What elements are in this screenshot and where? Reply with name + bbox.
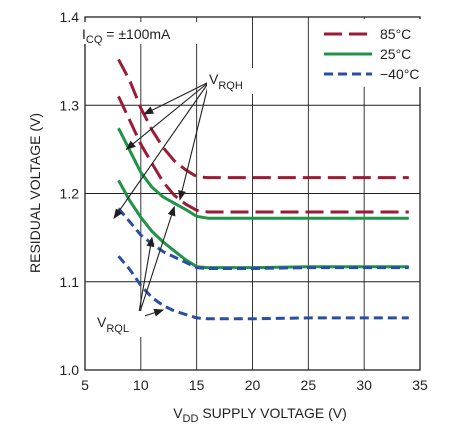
- vrql-arrow: [137, 205, 176, 319]
- x-tick-label: 20: [245, 377, 261, 393]
- annotation-arrows: [113, 81, 210, 319]
- y-axis-title: RESIDUAL VOLTAGE (V): [27, 113, 43, 273]
- series-line-85C-vrqh: [117, 58, 409, 180]
- x-axis-title: VDD SUPPLY VOLTAGE (V): [173, 405, 347, 425]
- series-line-40C-vrql: [117, 255, 409, 321]
- condition-label-bg: [78, 22, 202, 44]
- y-tick-label: 1.0: [60, 362, 80, 378]
- y-tick-label: 1.2: [60, 186, 80, 202]
- vrqh-arrow: [143, 81, 210, 115]
- vrqh-arrow: [178, 81, 210, 201]
- x-tick-label: 35: [412, 377, 428, 393]
- x-tick-label: 5: [81, 377, 89, 393]
- legend-label: −40°C: [380, 66, 419, 82]
- series-line-85C-vrql: [117, 95, 409, 214]
- vrqh-label-bg: [207, 68, 257, 94]
- plot-frame: [84, 16, 421, 371]
- series-lines: [117, 58, 409, 321]
- vrql-label: VRQL: [97, 314, 129, 335]
- tick-labels: 5 10 15 20 25 30 35 1.0 1.1 1.2 1.3 1.4: [60, 9, 428, 393]
- vrql-arrow: [137, 236, 155, 319]
- series-line-40C-vrqh: [117, 207, 409, 270]
- x-tick-label: 15: [189, 377, 205, 393]
- vrqh-arrow: [125, 81, 210, 151]
- y-tick-label: 1.3: [60, 97, 80, 113]
- y-tick-label: 1.1: [60, 274, 80, 290]
- x-tick-label: 25: [301, 377, 317, 393]
- x-tick-label: 30: [356, 377, 372, 393]
- condition-label: ICQ = ±100mA: [82, 26, 171, 46]
- vrqh-label: VRQH: [209, 71, 243, 92]
- series-line-25C-vrqh: [117, 127, 409, 220]
- y-tick-label: 1.4: [60, 9, 80, 25]
- legend: 85°C 25°C −40°C: [318, 19, 422, 87]
- vrqh-arrow: [113, 81, 210, 220]
- legend-label: 25°C: [380, 46, 411, 62]
- legend-label: 85°C: [380, 26, 411, 42]
- x-tick-label: 10: [133, 377, 149, 393]
- vrql-label-bg: [95, 311, 145, 337]
